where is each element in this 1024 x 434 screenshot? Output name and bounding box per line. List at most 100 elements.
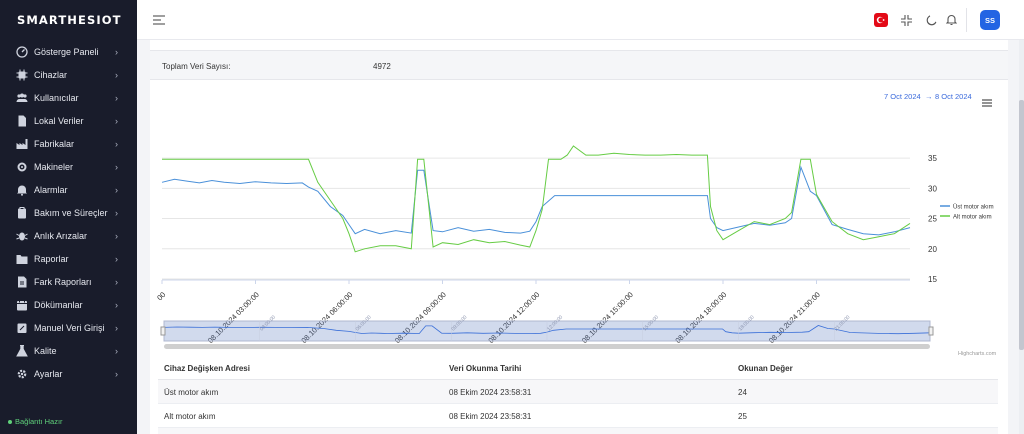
y-tick-label: 20 <box>928 245 937 254</box>
fullscreen-exit-icon[interactable] <box>898 12 914 28</box>
series-line-0 <box>161 165 911 236</box>
chevron-right-icon: › <box>115 276 118 287</box>
sidebar-item-clipboard[interactable]: Bakım ve Süreçler › <box>0 201 137 224</box>
sidebar-item-label: Raporlar <box>34 253 69 264</box>
y-tick-label: 30 <box>928 184 937 193</box>
menu-toggle-icon[interactable] <box>151 12 167 28</box>
chevron-right-icon: › <box>115 161 118 172</box>
x-tick-label: 00 <box>155 290 167 302</box>
document-icon <box>16 115 28 127</box>
sidebar-item-settings[interactable]: Ayarlar › <box>0 362 137 385</box>
status-label: Bağlantı Hazır <box>15 417 63 426</box>
sidebar-item-folder[interactable]: Raporlar › <box>0 247 137 270</box>
table-row[interactable]: Alt motor akım 08 Ekim 2024 23:58:31 25 <box>158 404 998 428</box>
row-date: 08 Ekim 2024 23:58:31 <box>449 388 532 397</box>
sidebar-item-label: Dökümanlar <box>34 299 83 310</box>
sidebar-item-flask[interactable]: Kalite › <box>0 339 137 362</box>
sidebar-item-document[interactable]: Lokal Veriler › <box>0 109 137 132</box>
total-count-row: Toplam Veri Sayısı: 4972 <box>150 50 1008 80</box>
calendar-icon <box>16 299 28 311</box>
bell-icon <box>16 184 28 196</box>
chevron-right-icon: › <box>115 115 118 126</box>
sidebar-item-chip[interactable]: Cihazlar › <box>0 63 137 86</box>
sidebar-item-label: Kalite <box>34 345 57 356</box>
flask-icon <box>16 344 28 357</box>
app-logo[interactable]: SMARTHESIOT <box>17 13 122 27</box>
y-tick-label: 25 <box>928 215 937 224</box>
chevron-right-icon: › <box>115 345 118 356</box>
range-arrow: → <box>925 92 933 101</box>
sidebar-item-label: Fabrikalar <box>34 138 75 149</box>
row-value: 25 <box>738 412 747 421</box>
clipboard-icon <box>16 206 28 219</box>
users-icon <box>16 92 28 104</box>
sidebar-item-label: Bakım ve Süreçler <box>34 207 108 218</box>
row-address: Üst motor akım <box>164 388 219 397</box>
row-address: Alt motor akım <box>164 412 216 421</box>
chevron-right-icon: › <box>115 322 118 333</box>
sidebar: SMARTHESIOT Gösterge Paneli › Cihazlar › Kul… <box>0 0 137 434</box>
range-to[interactable]: 8 Oct 2024 <box>935 92 972 101</box>
sidebar-item-report[interactable]: Fark Raporları › <box>0 270 137 293</box>
topbar: SS <box>137 0 1024 40</box>
navigator-handle-right <box>928 326 934 336</box>
legend-label: Üst motor akım <box>953 204 994 211</box>
factory-icon <box>16 138 28 150</box>
chevron-right-icon: › <box>115 92 118 103</box>
sidebar-item-edit[interactable]: Manuel Veri Girişi › <box>0 316 137 339</box>
chevron-right-icon: › <box>115 207 118 218</box>
chart-export-menu-icon[interactable] <box>982 94 992 112</box>
page-scrollbar[interactable] <box>1019 40 1024 434</box>
scrollbar-thumb[interactable] <box>1019 100 1024 350</box>
range-from[interactable]: 7 Oct 2024 <box>884 92 921 101</box>
header-date: Veri Okunma Tarihi <box>449 364 522 373</box>
sidebar-item-label: Cihazlar <box>34 69 68 80</box>
sidebar-item-label: Alarmlar <box>34 184 68 195</box>
connection-status: Bağlantı Hazır <box>8 417 63 426</box>
sidebar-item-factory[interactable]: Fabrikalar › <box>0 132 137 155</box>
chevron-right-icon: › <box>115 184 118 195</box>
edit-icon <box>16 322 28 334</box>
table-row <box>158 428 998 434</box>
user-avatar-button[interactable]: SS <box>980 10 1000 30</box>
sidebar-item-dashboard[interactable]: Gösterge Paneli › <box>0 40 137 63</box>
sidebar-item-label: Ayarlar <box>34 368 63 379</box>
navigator-scrollbar <box>164 344 930 349</box>
sidebar-item-label: Kullanıcılar <box>34 92 79 103</box>
sidebar-item-label: Makineler <box>34 161 74 172</box>
report-icon <box>16 276 28 288</box>
sidebar-item-gear[interactable]: Makineler › <box>0 155 137 178</box>
chevron-right-icon: › <box>115 299 118 310</box>
topbar-divider <box>966 8 967 32</box>
table-header: Cihaz Değişken Adresi Veri Okunma Tarihi… <box>158 356 998 380</box>
total-count-value: 4972 <box>373 62 391 71</box>
sidebar-item-label: Anlık Arızalar <box>34 230 88 241</box>
legend-label: Alt motor akım <box>953 215 992 221</box>
header-value: Okunan Değer <box>738 364 793 373</box>
sidebar-item-label: Fark Raporları <box>34 276 92 287</box>
turkish-flag-icon[interactable] <box>873 12 889 28</box>
sidebar-item-users[interactable]: Kullanıcılar › <box>0 86 137 109</box>
bug-icon <box>16 230 28 242</box>
y-tick-label: 15 <box>928 275 937 284</box>
sidebar-item-calendar[interactable]: Dökümanlar › <box>0 293 137 316</box>
sidebar-item-label: Gösterge Paneli <box>34 46 99 57</box>
row-date: 08 Ekim 2024 23:58:31 <box>449 412 532 421</box>
y-tick-label: 35 <box>928 154 937 163</box>
notification-bell-icon[interactable] <box>943 12 959 28</box>
chip-icon <box>16 69 28 81</box>
table-row[interactable]: Üst motor akım 08 Ekim 2024 23:58:31 24 <box>158 380 998 404</box>
folder-icon <box>16 253 28 265</box>
dark-mode-icon[interactable] <box>923 12 939 28</box>
navigator-handle-left <box>160 326 166 336</box>
sidebar-item-bug[interactable]: Anlık Arızalar › <box>0 224 137 247</box>
chevron-right-icon: › <box>115 368 118 379</box>
settings-icon <box>16 368 28 380</box>
main-card: Toplam Veri Sayısı: 4972 7 Oct 2024 → 8 … <box>150 40 1008 434</box>
chevron-right-icon: › <box>115 46 118 57</box>
header-address: Cihaz Değişken Adresi <box>164 364 250 373</box>
series-line-1 <box>162 145 911 253</box>
chevron-right-icon: › <box>115 230 118 241</box>
sidebar-item-bell[interactable]: Alarmlar › <box>0 178 137 201</box>
